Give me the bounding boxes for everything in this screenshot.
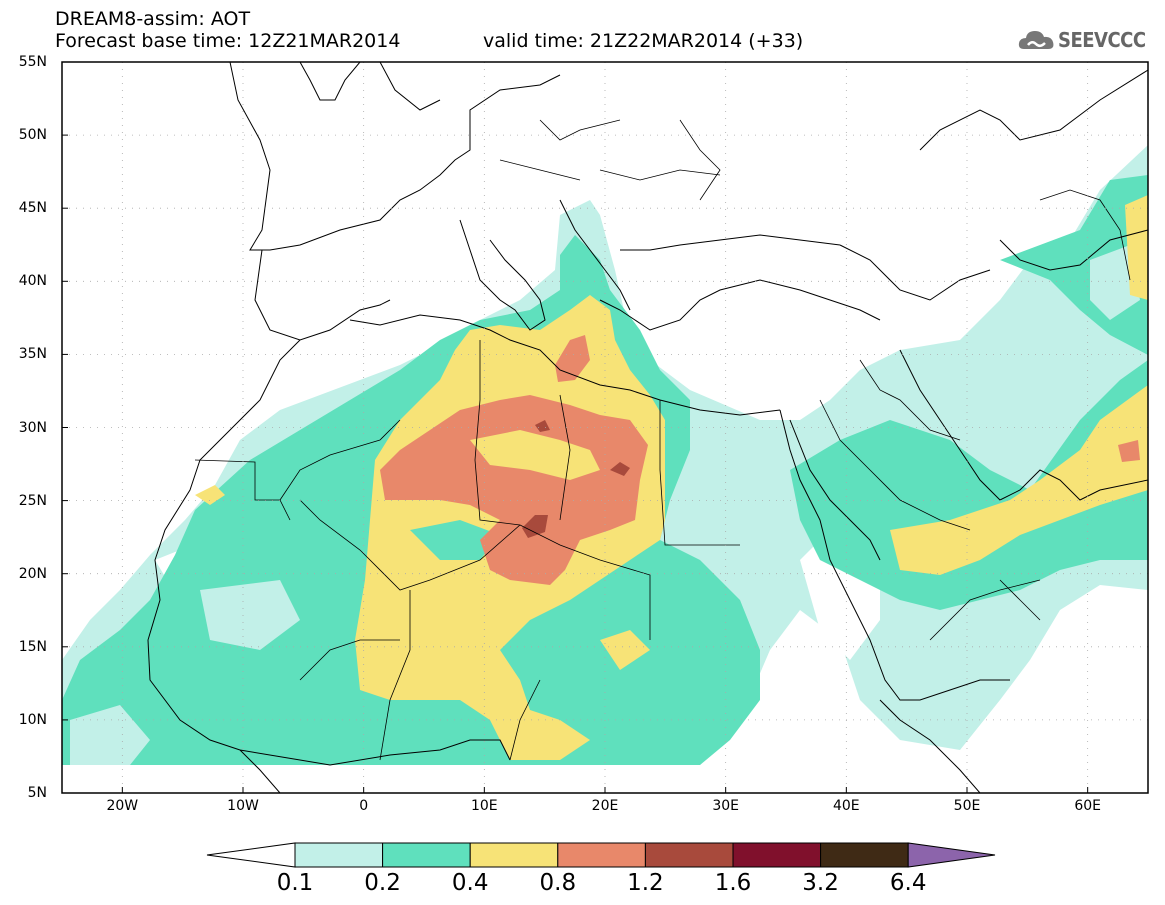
lon-label: 20W [106, 798, 139, 814]
logo-text: SEEVCCC [1058, 28, 1146, 52]
lat-label: 45N [18, 200, 47, 217]
lat-label: 50N [18, 127, 47, 144]
colorbar-label: 3.2 [802, 870, 839, 896]
colorbar-swatch [732, 842, 822, 868]
colorbar-label: 1.2 [627, 870, 664, 896]
lat-label: 25N [18, 492, 47, 509]
aot-field [62, 145, 1148, 765]
colorbar-label: 1.6 [714, 870, 752, 896]
seevccc-logo: SEEVCCC [1018, 25, 1158, 55]
coastlines [147, 62, 1148, 793]
aot-band-1.2 [522, 515, 548, 538]
lon-label: 40E [832, 798, 860, 814]
lon-label: 10E [470, 798, 498, 814]
valid-time: valid time: 21Z22MAR2014 (+33) [483, 30, 804, 52]
lat-label: 5N [27, 785, 47, 801]
colorbar [206, 842, 996, 868]
lat-label: 15N [18, 638, 47, 655]
colorbar-label: 0.4 [451, 870, 489, 896]
colorbar-swatch [382, 842, 471, 868]
lon-label: 10W [227, 798, 259, 814]
lon-label: 30E [712, 798, 739, 814]
cloud-icon [1018, 31, 1054, 49]
lat-lon-grid [62, 62, 1148, 793]
lon-label: 50E [953, 798, 981, 814]
lat-label: 35N [18, 346, 47, 363]
colorbar-label: 0.1 [276, 870, 314, 896]
lat-label: 55N [18, 54, 47, 70]
lon-label: 60E [1074, 798, 1101, 814]
aot-band-0.8 [380, 395, 648, 585]
colorbar-label: 0.2 [364, 870, 401, 896]
map-title: DREAM8-assim: AOT [55, 8, 251, 30]
lat-label: 10N [18, 711, 47, 728]
colorbar-label: 0.8 [539, 870, 577, 896]
colorbar-swatch [644, 842, 734, 868]
colorbar-arrow-high [907, 842, 996, 868]
lon-label: 20E [591, 798, 619, 814]
lat-label: 40N [18, 273, 47, 290]
colorbar-swatch [294, 842, 384, 868]
colorbar-swatch [469, 842, 559, 868]
lon-label: 0 [359, 798, 369, 814]
forecast-base-time: Forecast base time: 12Z21MAR2014 [55, 30, 401, 52]
colorbar-swatch [557, 842, 646, 868]
colorbar-swatch [820, 842, 909, 868]
lat-label: 30N [18, 419, 47, 436]
colorbar-label: 6.4 [889, 870, 927, 896]
colorbar-arrow-low [206, 842, 296, 868]
axis-ticks [62, 61, 1089, 794]
lat-label: 20N [18, 565, 47, 582]
borders [194, 119, 1131, 761]
